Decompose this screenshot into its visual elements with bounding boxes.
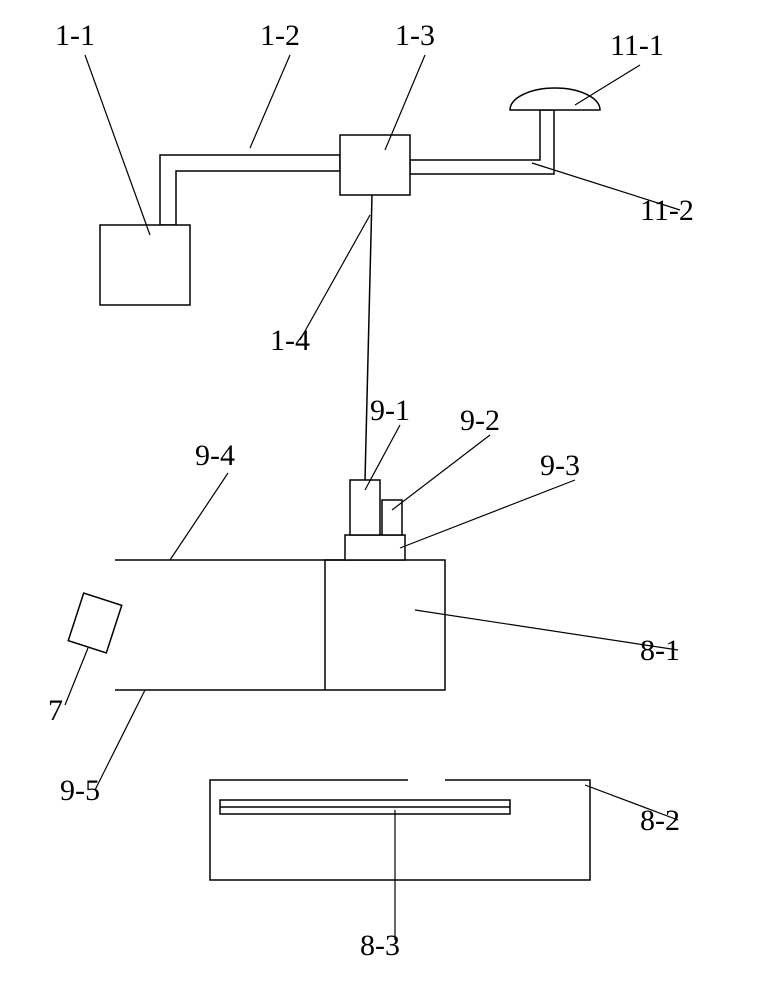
leader-l_9_3 bbox=[400, 480, 575, 548]
label-l_9_2: 9-2 bbox=[460, 404, 500, 437]
leader-l_9_1 bbox=[365, 425, 400, 490]
label-l_9_4: 9-4 bbox=[195, 439, 235, 472]
label-l_1_3: 1-3 bbox=[395, 19, 435, 52]
box-7 bbox=[68, 593, 121, 653]
box-1-1 bbox=[100, 225, 190, 305]
label-l_8_3: 8-3 bbox=[360, 929, 400, 962]
label-l_8_1: 8-1 bbox=[640, 634, 680, 667]
pipe-1-2 bbox=[160, 155, 340, 225]
box-8-1 bbox=[325, 560, 445, 690]
label-l_11_2: 11-2 bbox=[640, 194, 694, 227]
fiber-1-4 bbox=[365, 195, 372, 480]
label-l_9_5: 9-5 bbox=[60, 774, 100, 807]
leader-l_1_2 bbox=[250, 55, 290, 148]
label-l_1_4: 1-4 bbox=[270, 324, 310, 357]
box-9-3 bbox=[345, 535, 405, 560]
label-l_1_2: 1-2 bbox=[260, 19, 300, 52]
label-l_9_1: 9-1 bbox=[370, 394, 410, 427]
label-l_1_1: 1-1 bbox=[55, 19, 95, 52]
leader-l_1_4 bbox=[300, 215, 370, 340]
label-l_8_2: 8-2 bbox=[640, 804, 680, 837]
leader-l_1_1 bbox=[85, 55, 150, 235]
leader-l_7 bbox=[65, 648, 88, 705]
leader-l_11_1 bbox=[575, 65, 640, 105]
cap-11-1 bbox=[510, 88, 600, 110]
box-9-1 bbox=[350, 480, 380, 535]
leader-l_9_4 bbox=[170, 473, 228, 560]
label-l_11_1: 11-1 bbox=[610, 29, 664, 62]
label-l_7: 7 bbox=[48, 694, 63, 727]
c-frame-8-2 bbox=[210, 780, 590, 880]
label-l_9_3: 9-3 bbox=[540, 449, 580, 482]
box-1-3 bbox=[340, 135, 410, 195]
pipe-11-2 bbox=[410, 110, 554, 174]
leader-l_9_2 bbox=[392, 435, 490, 510]
leader-l_8_1 bbox=[415, 610, 678, 650]
leader-l_9_5 bbox=[95, 690, 145, 790]
